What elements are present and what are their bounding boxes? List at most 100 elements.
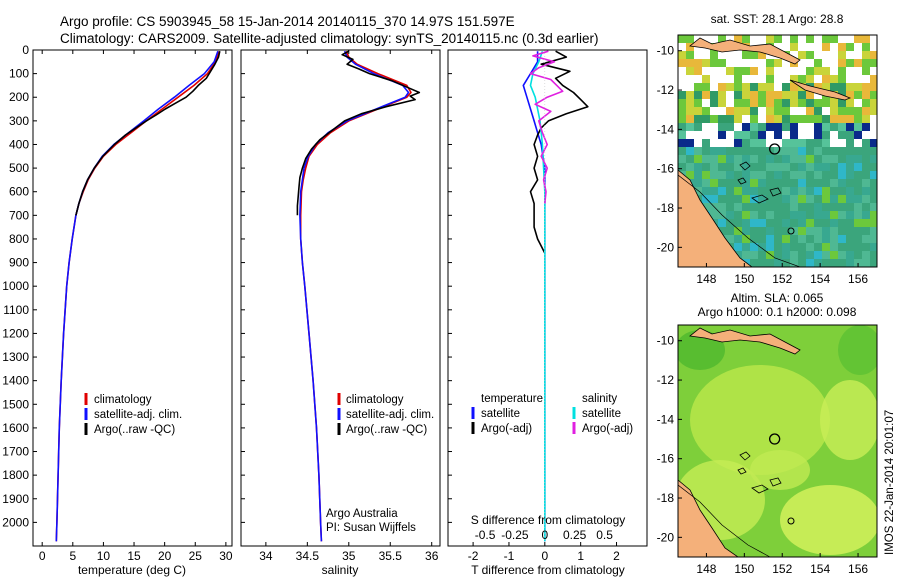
sst-cell [702,147,710,155]
sst-cell [782,91,790,99]
sst-cell [758,123,766,131]
sst-cell [798,187,806,195]
sst-cell [862,51,870,59]
sst-cell [814,235,822,243]
sst-cell [870,235,877,243]
sst-cell [726,67,734,75]
sst-cell [814,227,822,235]
sst-cell [702,75,710,83]
sst-cell [710,147,718,155]
sst-cell [694,139,702,147]
sst-cell [734,155,742,163]
sst-cell [734,139,742,147]
sst-cell [854,227,862,235]
sst-cell [678,115,686,123]
sst-cell [862,211,870,219]
sst-cell [678,155,686,163]
sst-cell [870,171,877,179]
series-line-climatology [299,50,412,542]
sst-cell [742,67,750,75]
sst-cell [854,195,862,203]
sst-cell [790,243,798,251]
sst-cell [846,123,854,131]
sst-map-content [678,35,877,267]
sst-cell [862,139,870,147]
sst-cell [742,147,750,155]
y-tick-label: 900 [9,256,29,270]
sst-cell [854,147,862,155]
lon-tick-label: 150 [734,562,754,576]
sst-cell [686,147,694,155]
sst-cell [718,99,726,107]
sst-cell [766,115,774,123]
temperature-legend: climatology satellite-adj. clim. Argo(..… [84,393,182,436]
legend-climatology-label: climatology [94,394,152,406]
sst-cell [838,219,846,227]
sst-cell [862,179,870,187]
sst-cell [774,243,782,251]
sst-cell [750,219,758,227]
y-tick-label: 1000 [2,279,29,293]
temperature-xlabel: temperature (deg C) [78,563,186,577]
sst-cell [846,83,854,91]
sst-cell [742,187,750,195]
sst-cell [758,139,766,147]
sst-cell [750,91,758,99]
sst-cell [830,75,838,83]
sst-cell [710,211,718,219]
title-line1: Argo profile: CS 5903945_58 15-Jan-2014 … [60,14,515,29]
sst-cell [726,147,734,155]
sst-cell [742,179,750,187]
lat-tick-label: -16 [657,452,675,466]
y-tick-label: 1700 [2,445,29,459]
sst-cell [742,139,750,147]
depth-ticks: 0 100 200 300 400 500 600 700 800 900 1000 1100 1200… [2,43,452,529]
lat-tick-label: -10 [657,44,675,58]
legend-s-satellite-label: satellite [582,408,621,420]
sst-cell [734,187,742,195]
sst-cell [798,235,806,243]
y-tick-label: 200 [9,90,29,104]
sst-cell [710,131,718,139]
sst-cell [766,131,774,139]
sst-cell [686,59,694,67]
sst-cell [838,147,846,155]
sst-cell [814,179,822,187]
sst-cell [726,155,734,163]
sst-cell [694,147,702,155]
sst-cell [790,91,798,99]
sst-cell [806,155,814,163]
sst-cell [862,195,870,203]
sst-cell [742,219,750,227]
sst-cell [750,99,758,107]
sst-cell [846,251,854,259]
sst-cell [686,91,694,99]
sst-cell [838,163,846,171]
legend-argo-label: Argo(..raw -QC) [346,424,427,436]
sst-cell [806,251,814,259]
sst-cell [854,91,862,99]
sst-cell [814,123,822,131]
sst-cell [782,139,790,147]
sst-cell [758,99,766,107]
sst-cell [822,43,830,51]
legend-satellite-label: satellite-adj. clim. [94,409,182,421]
sst-cell [814,83,822,91]
sst-cell [774,155,782,163]
sst-cell [742,35,750,43]
sst-cell [806,123,814,131]
sst-cell [806,163,814,171]
sst-cell [790,115,798,123]
sst-cell [774,123,782,131]
sla-blob [820,380,877,460]
sst-cell [774,147,782,155]
sst-cell [742,99,750,107]
sst-cell [774,235,782,243]
sst-cell [710,155,718,163]
shelf-contour [678,174,801,267]
sst-cell [766,211,774,219]
sst-cell [806,115,814,123]
sst-cell [734,147,742,155]
sst-cell [774,107,782,115]
sst-cell [726,227,734,235]
